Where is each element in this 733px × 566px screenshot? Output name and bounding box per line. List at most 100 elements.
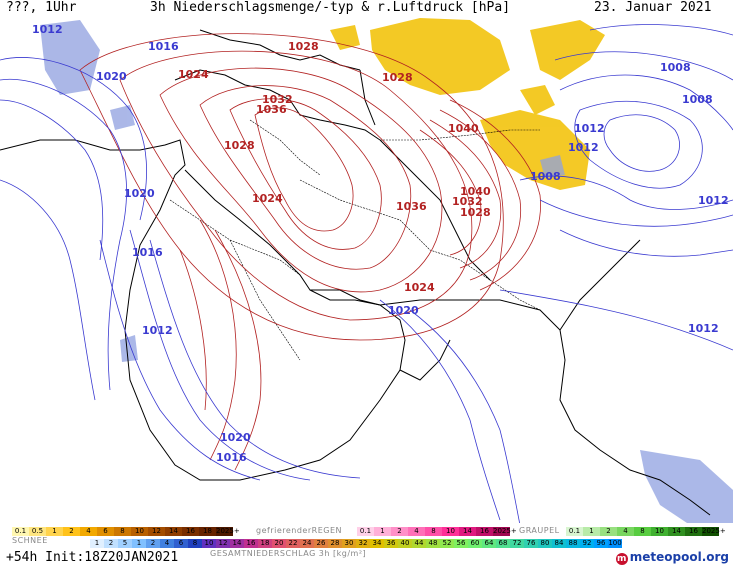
isobar-label: 1032 (452, 195, 483, 208)
legend-swatch: 34 (370, 539, 384, 548)
isobar-label: 1012 (688, 322, 719, 335)
legend-swatch: 0.1 (12, 527, 29, 536)
legend-swatch: 14 (668, 527, 685, 536)
legend-swatch: 1 (46, 527, 63, 536)
legend-swatch: 10 (202, 539, 216, 548)
legend-swatch: 64 (482, 539, 496, 548)
init-time: +54h Init:18Z20JAN2021 (6, 550, 179, 565)
freezing-legend: 0.1 1 2 4 8 10 14 16 2025+ (357, 526, 517, 536)
legend-swatch: 8 (634, 527, 651, 536)
legend-swatch: 30 (342, 539, 356, 548)
legend-swatch: 8 (114, 527, 131, 536)
legend-swatch: 2 (63, 527, 80, 536)
legend-swatch: 100 (608, 539, 622, 548)
graupel-legend: 0.1 1 2 4 8 10 14 16 2025+ (566, 526, 726, 536)
isobar-label: 1040 (460, 185, 491, 198)
legend-swatch: 14 (230, 539, 244, 548)
isobar-label: 1024 (404, 281, 435, 294)
legend-swatch: 5 (118, 539, 132, 548)
logo-text: meteopool.org (629, 550, 729, 564)
legend-swatch: 52 (440, 539, 454, 548)
legend-swatch: 2 (391, 527, 408, 536)
isobar-label: 1024 (252, 192, 283, 205)
legend-swatch: 2025+ (493, 527, 517, 536)
legend-swatch: 6 (97, 527, 114, 536)
legend-swatch: 10 (651, 527, 668, 536)
legend-swatch: 20 (272, 539, 286, 548)
legend-swatch: 18 (258, 539, 272, 548)
legend-swatch: 84 (552, 539, 566, 548)
isobar-label: 1032 (262, 93, 293, 106)
logo-icon: m (615, 553, 628, 565)
legend-swatch: 12 (216, 539, 230, 548)
legend-swatch: 10 (442, 527, 459, 536)
isobar-label: 1020 (124, 187, 155, 200)
legend-swatch: 24 (300, 539, 314, 548)
isobar-label: 1028 (288, 40, 319, 53)
isobar-label: 1040 (448, 122, 479, 135)
isobar-label: 1016 (216, 451, 247, 464)
meteopool-logo[interactable]: m meteopool.org (615, 550, 729, 565)
legend-swatch: 60 (468, 539, 482, 548)
legend-swatch: 12 (148, 527, 165, 536)
legend-swatch: 44 (412, 539, 426, 548)
legend-swatch: 4 (80, 527, 97, 536)
isobar-label: 1008 (660, 61, 691, 74)
snow-label: SCHNEE (12, 536, 48, 545)
isobar-label: 1036 (396, 200, 427, 213)
coastlines (0, 29, 711, 516)
legend-swatch: 16 (182, 527, 199, 536)
map-title: 3h Niederschlagsmenge/-typ & r.Luftdruck… (150, 0, 511, 15)
low-isobars (0, 24, 733, 526)
high-isobars (79, 33, 541, 471)
legend-swatch: 2 (600, 527, 617, 536)
legend-swatch: 4 (617, 527, 634, 536)
run-label: ???, 1Uhr (6, 0, 77, 15)
legend-swatch: 16 (685, 527, 702, 536)
isobar-label: 1028 (460, 206, 491, 219)
legend-swatch: 72 (510, 539, 524, 548)
total-precip-label: GESAMTNIEDERSCHLAG 3h [kg/m²] (210, 549, 367, 558)
legend-swatch: 28 (328, 539, 342, 548)
legend-swatch: 48 (426, 539, 440, 548)
legend-swatch: 36 (384, 539, 398, 548)
legend-swatch: 2025+ (702, 527, 726, 536)
isobar-label: 1020 (220, 431, 251, 444)
legend-swatch: 26 (314, 539, 328, 548)
legend-swatch: 18 (199, 527, 216, 536)
legend-swatch: 6 (174, 539, 188, 548)
legend-swatch: 68 (496, 539, 510, 548)
isobar-label: 1020 (96, 70, 127, 83)
legend-swatch: 0.1 (357, 527, 374, 536)
isobar-label: 1028 (224, 139, 255, 152)
isobar-label: 1012 (698, 194, 729, 207)
legend-swatch: 4 (160, 539, 174, 548)
legend-swatch: 14 (165, 527, 182, 536)
isobar-label: 1008 (530, 170, 561, 183)
legend-swatch: 96 (594, 539, 608, 548)
legend-swatch: 2025+ (216, 527, 240, 536)
legend-swatch: 40 (398, 539, 412, 548)
legend-swatch: 80 (538, 539, 552, 548)
map-date: 23. Januar 2021 (594, 0, 712, 15)
legend-swatch: 1 (132, 539, 146, 548)
legend-swatch: 1 (374, 527, 391, 536)
isobar-label: 1016 (148, 40, 179, 53)
snow-legend: 1 2 5 1 2 4 6 8 10 12 14 16 18 20 22 24 26 28 30 32 34 36 40 44… (90, 538, 622, 548)
legend-swatch: 1 (583, 527, 600, 536)
graupel-label: GRAUPEL (519, 526, 560, 535)
legend-swatch: 2 (146, 539, 160, 548)
isobar-label: 1036 (256, 103, 287, 116)
legend-swatch: 92 (580, 539, 594, 548)
legend-swatch: 32 (356, 539, 370, 548)
legend-swatch: 88 (566, 539, 580, 548)
legend-swatch: 56 (454, 539, 468, 548)
isobar-label: 1024 (178, 68, 209, 81)
isobar-label: 1012 (32, 23, 63, 36)
legend-swatch: 10 (131, 527, 148, 536)
legend-swatch: 14 (459, 527, 476, 536)
isobar-label: 1012 (142, 324, 173, 337)
isobar-label: 1020 (388, 304, 419, 317)
